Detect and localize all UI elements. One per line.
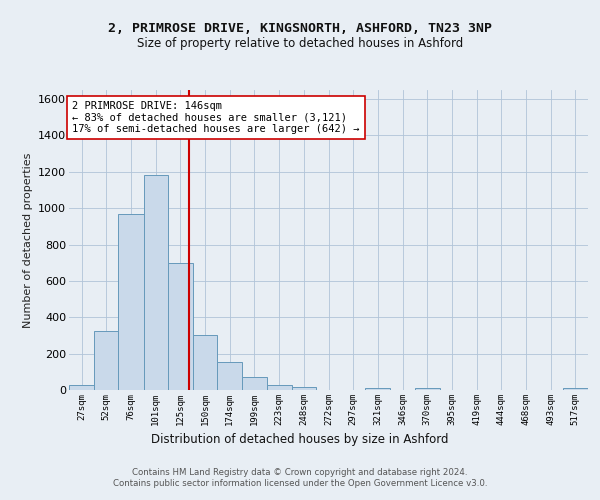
- Bar: [143, 174, 168, 390]
- Bar: [242, 378, 266, 390]
- Bar: [217, 362, 242, 390]
- Y-axis label: Number of detached properties: Number of detached properties: [23, 152, 32, 328]
- Text: 2 PRIMROSE DRIVE: 146sqm
← 83% of detached houses are smaller (3,121)
17% of sem: 2 PRIMROSE DRIVE: 146sqm ← 83% of detach…: [72, 101, 359, 134]
- Text: Contains HM Land Registry data © Crown copyright and database right 2024.
Contai: Contains HM Land Registry data © Crown c…: [113, 468, 487, 487]
- Bar: [365, 388, 391, 390]
- Bar: [193, 334, 217, 390]
- Bar: [69, 386, 94, 390]
- Bar: [563, 388, 588, 390]
- Text: Distribution of detached houses by size in Ashford: Distribution of detached houses by size …: [151, 432, 449, 446]
- Bar: [292, 388, 316, 390]
- Bar: [94, 331, 118, 390]
- Bar: [415, 388, 440, 390]
- Bar: [266, 386, 292, 390]
- Text: 2, PRIMROSE DRIVE, KINGSNORTH, ASHFORD, TN23 3NP: 2, PRIMROSE DRIVE, KINGSNORTH, ASHFORD, …: [108, 22, 492, 36]
- Bar: [168, 262, 193, 390]
- Bar: [118, 214, 143, 390]
- Text: Size of property relative to detached houses in Ashford: Size of property relative to detached ho…: [137, 37, 463, 50]
